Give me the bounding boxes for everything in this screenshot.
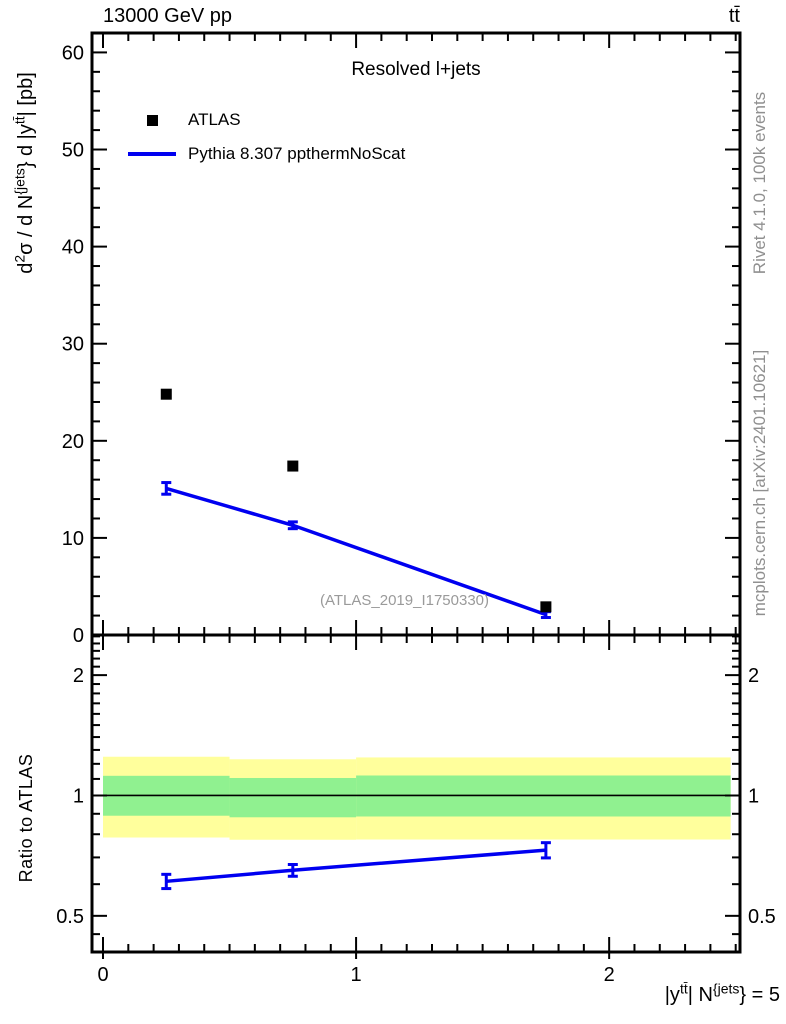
ratio-y-axis-label: Ratio to ATLAS xyxy=(16,753,36,883)
data-uncertainty-inner xyxy=(103,775,731,818)
process-label: tt̄ xyxy=(728,5,740,27)
analysis-watermark: (ATLAS_2019_I1750330) xyxy=(320,592,490,609)
pythia-line-marker-icon xyxy=(128,152,176,156)
svg-text:0: 0 xyxy=(97,964,108,986)
legend-label-pythia: Pythia 8.307 ppthermNoScat xyxy=(188,144,406,163)
svg-text:60: 60 xyxy=(62,42,84,64)
svg-text:1: 1 xyxy=(73,785,84,807)
svg-text:2: 2 xyxy=(748,665,759,687)
svg-text:50: 50 xyxy=(62,140,84,162)
axis-tick-labels: 0 10 20 30 40 50 60 0 1 2 0.5 0.5 1 1 2 2 xyxy=(56,42,776,986)
svg-text:1: 1 xyxy=(748,785,759,807)
plot-title: Resolved l+jets xyxy=(351,59,481,80)
svg-text:0: 0 xyxy=(73,625,84,647)
atlas-square-marker-icon xyxy=(146,114,158,126)
ratio-panel-frame xyxy=(90,633,742,954)
svg-text:40: 40 xyxy=(62,237,84,259)
main-y-axis-label: d2σ / d N{jets} d |ytt̄| [pb] xyxy=(11,72,37,274)
svg-text:0.5: 0.5 xyxy=(56,906,84,928)
svg-text:10: 10 xyxy=(62,528,84,550)
axis-ticks xyxy=(92,33,740,959)
svg-text:20: 20 xyxy=(62,431,84,453)
pythia-series-main xyxy=(161,481,551,620)
legend-item-atlas: ATLAS xyxy=(126,103,405,137)
rivet-version-note: Rivet 4.1.0, 100k events xyxy=(750,91,769,275)
svg-text:2: 2 xyxy=(604,964,615,986)
svg-text:30: 30 xyxy=(62,334,84,356)
legend: ATLAS Pythia 8.307 ppthermNoScat xyxy=(126,103,405,171)
svg-text:0.5: 0.5 xyxy=(748,906,776,928)
atlas-series-main xyxy=(160,388,552,613)
pythia-ratio-series xyxy=(161,841,551,891)
beam-energy-label: 13000 GeV pp xyxy=(103,5,232,27)
x-axis-label: |ytt̄| N{jets} = 5 xyxy=(664,980,780,1006)
svg-text:1: 1 xyxy=(351,964,362,986)
mcplots-credit-note: mcplots.cern.ch [arXiv:2401.10621] xyxy=(750,349,769,617)
legend-item-pythia: Pythia 8.307 ppthermNoScat xyxy=(126,137,405,171)
svg-text:2: 2 xyxy=(73,665,84,687)
legend-label-atlas: ATLAS xyxy=(188,110,241,129)
